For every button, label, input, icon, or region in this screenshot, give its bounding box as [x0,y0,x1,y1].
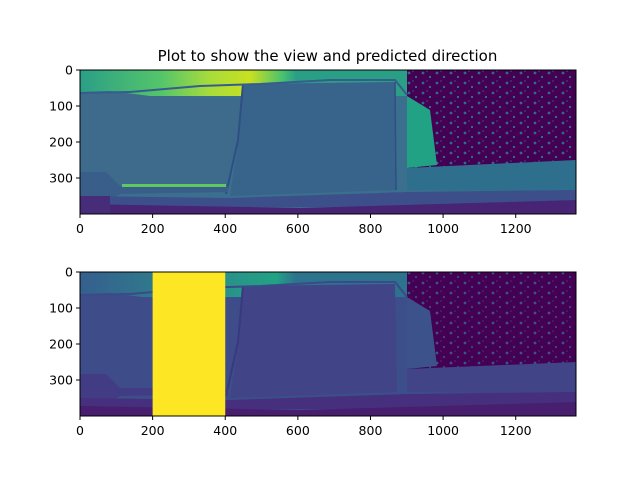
y-tick-label: 200 [49,337,73,352]
right-wall [407,297,437,369]
panel-edge [225,83,244,195]
x-tick-label: 400 [213,423,237,438]
x-tick-label: 1000 [427,221,459,236]
y-tick-label: 100 [49,301,73,316]
floor-band [80,190,576,208]
x-tick-label: 800 [359,221,383,236]
bottom-dark-left [80,196,110,214]
bottom-dark-band [80,200,576,214]
center-panel [230,82,397,196]
horizon-line [79,79,408,96]
depth-view-image: 0 200 400 600 800 1000 1200 0 100 200 300 [49,63,577,236]
y-axis-ticks-top: 0 100 200 300 [49,63,80,186]
x-tick-label: 200 [141,221,165,236]
x-tick-label: 1200 [500,221,532,236]
x-tick-label: 0 [76,423,84,438]
x-axis-ticks-bottom: 0 200 400 600 800 1000 1200 [76,416,532,438]
x-axis-ticks-top: 0 200 400 600 800 1000 1200 [76,214,532,236]
x-tick-label: 800 [359,423,383,438]
x-tick-label: 600 [286,423,310,438]
y-tick-label: 200 [49,135,73,150]
x-tick-label: 0 [76,221,84,236]
panel-edge [225,285,244,397]
x-tick-label: 400 [213,221,237,236]
predicted-direction-image: 0 200 400 600 800 1000 1200 0 100 200 300 [49,265,577,438]
x-tick-label: 1200 [500,423,532,438]
horizon-line [79,281,408,298]
y-tick-label: 0 [65,63,73,78]
chart-title: Plot to show the view and predicted dire… [158,47,498,65]
y-tick-label: 300 [49,171,73,186]
right-mid-floor [407,160,576,192]
shelf-highlight [122,184,226,187]
y-tick-label: 100 [49,99,73,114]
center-panel [230,284,397,398]
predicted-direction-highlight [152,272,226,416]
left-wall [80,91,240,188]
x-tick-label: 200 [141,423,165,438]
y-tick-label: 0 [65,265,73,280]
y-tick-label: 300 [49,373,73,388]
panel-edge-right [394,81,397,191]
right-mid-floor [407,362,576,394]
right-teal-wall [407,96,437,168]
y-axis-ticks-bottom: 0 100 200 300 [49,265,80,388]
x-tick-label: 1000 [427,423,459,438]
x-tick-label: 600 [286,221,310,236]
